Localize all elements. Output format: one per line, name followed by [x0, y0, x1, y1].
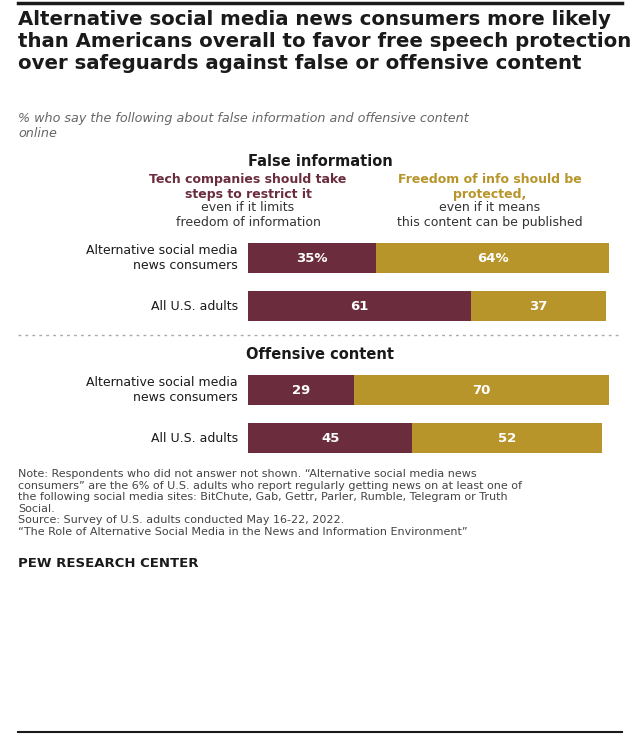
Text: Alternative social media
news consumers: Alternative social media news consumers	[86, 244, 238, 272]
Text: 45: 45	[321, 431, 339, 445]
Bar	[248, 375, 354, 405]
Text: Offensive content: Offensive content	[246, 347, 394, 362]
Text: All U.S. adults: All U.S. adults	[151, 431, 238, 445]
Bar	[248, 423, 412, 453]
Text: 52: 52	[498, 431, 516, 445]
Text: % who say the following about false information and offensive content
online: % who say the following about false info…	[18, 112, 468, 140]
Text: 70: 70	[472, 383, 491, 397]
Text: Alternative social media
news consumers: Alternative social media news consumers	[86, 376, 238, 404]
Text: even if it means
this content can be published: even if it means this content can be pub…	[397, 201, 583, 229]
Text: All U.S. adults: All U.S. adults	[151, 300, 238, 313]
Text: 37: 37	[529, 300, 547, 313]
Text: even if it limits
freedom of information: even if it limits freedom of information	[175, 201, 321, 229]
Text: 35%: 35%	[296, 252, 328, 264]
Bar	[376, 243, 609, 273]
Bar	[412, 423, 602, 453]
Text: Tech companies should take
steps to restrict it: Tech companies should take steps to rest…	[149, 173, 347, 201]
Text: 29: 29	[292, 383, 310, 397]
Text: 61: 61	[350, 300, 369, 313]
Bar	[248, 243, 376, 273]
Text: Alternative social media news consumers more likely
than Americans overall to fa: Alternative social media news consumers …	[18, 10, 631, 73]
Text: False information: False information	[248, 154, 392, 169]
Text: PEW RESEARCH CENTER: PEW RESEARCH CENTER	[18, 557, 198, 570]
Text: Note: Respondents who did not answer not shown. “Alternative social media news
c: Note: Respondents who did not answer not…	[18, 469, 522, 537]
Text: Freedom of info should be
protected,: Freedom of info should be protected,	[398, 173, 582, 201]
Text: 64%: 64%	[477, 252, 508, 264]
Bar	[470, 291, 605, 321]
Bar	[248, 291, 470, 321]
Bar	[354, 375, 609, 405]
